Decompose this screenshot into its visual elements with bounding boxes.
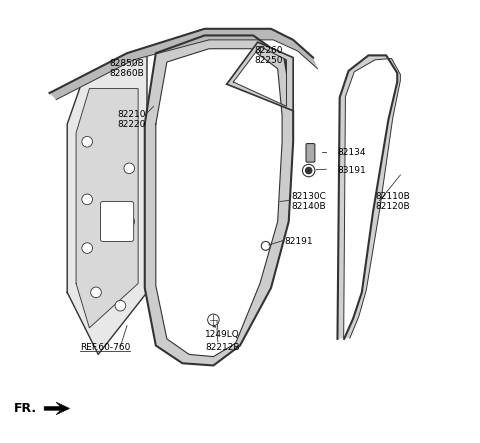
Circle shape: [124, 216, 134, 227]
Text: 83191: 83191: [337, 166, 366, 175]
Text: 82134: 82134: [337, 148, 366, 157]
Text: 82850B
82860B: 82850B 82860B: [109, 59, 144, 78]
Polygon shape: [145, 35, 293, 365]
Circle shape: [261, 241, 270, 250]
Polygon shape: [337, 55, 400, 339]
Text: REF.60-760: REF.60-760: [80, 343, 130, 352]
Text: 82110B
82120B: 82110B 82120B: [375, 192, 410, 211]
Text: 82130C
82140B: 82130C 82140B: [291, 192, 326, 211]
Text: 82212B: 82212B: [205, 343, 240, 352]
FancyBboxPatch shape: [306, 144, 315, 162]
Polygon shape: [44, 402, 70, 415]
Polygon shape: [76, 89, 138, 328]
Polygon shape: [67, 53, 147, 354]
Text: 1249LQ: 1249LQ: [205, 330, 240, 339]
Circle shape: [302, 164, 315, 177]
Polygon shape: [49, 29, 318, 100]
Circle shape: [306, 167, 312, 174]
Text: 82210
82220: 82210 82220: [117, 110, 146, 129]
Polygon shape: [227, 42, 293, 111]
Circle shape: [115, 300, 126, 311]
FancyBboxPatch shape: [100, 202, 133, 241]
Text: 82191: 82191: [284, 237, 313, 246]
Text: FR.: FR.: [14, 402, 37, 415]
Text: 82260
82250: 82260 82250: [254, 46, 283, 65]
Circle shape: [82, 243, 93, 253]
Circle shape: [82, 194, 93, 205]
Circle shape: [124, 163, 134, 174]
Circle shape: [91, 287, 101, 298]
Circle shape: [208, 314, 219, 326]
Circle shape: [82, 136, 93, 147]
